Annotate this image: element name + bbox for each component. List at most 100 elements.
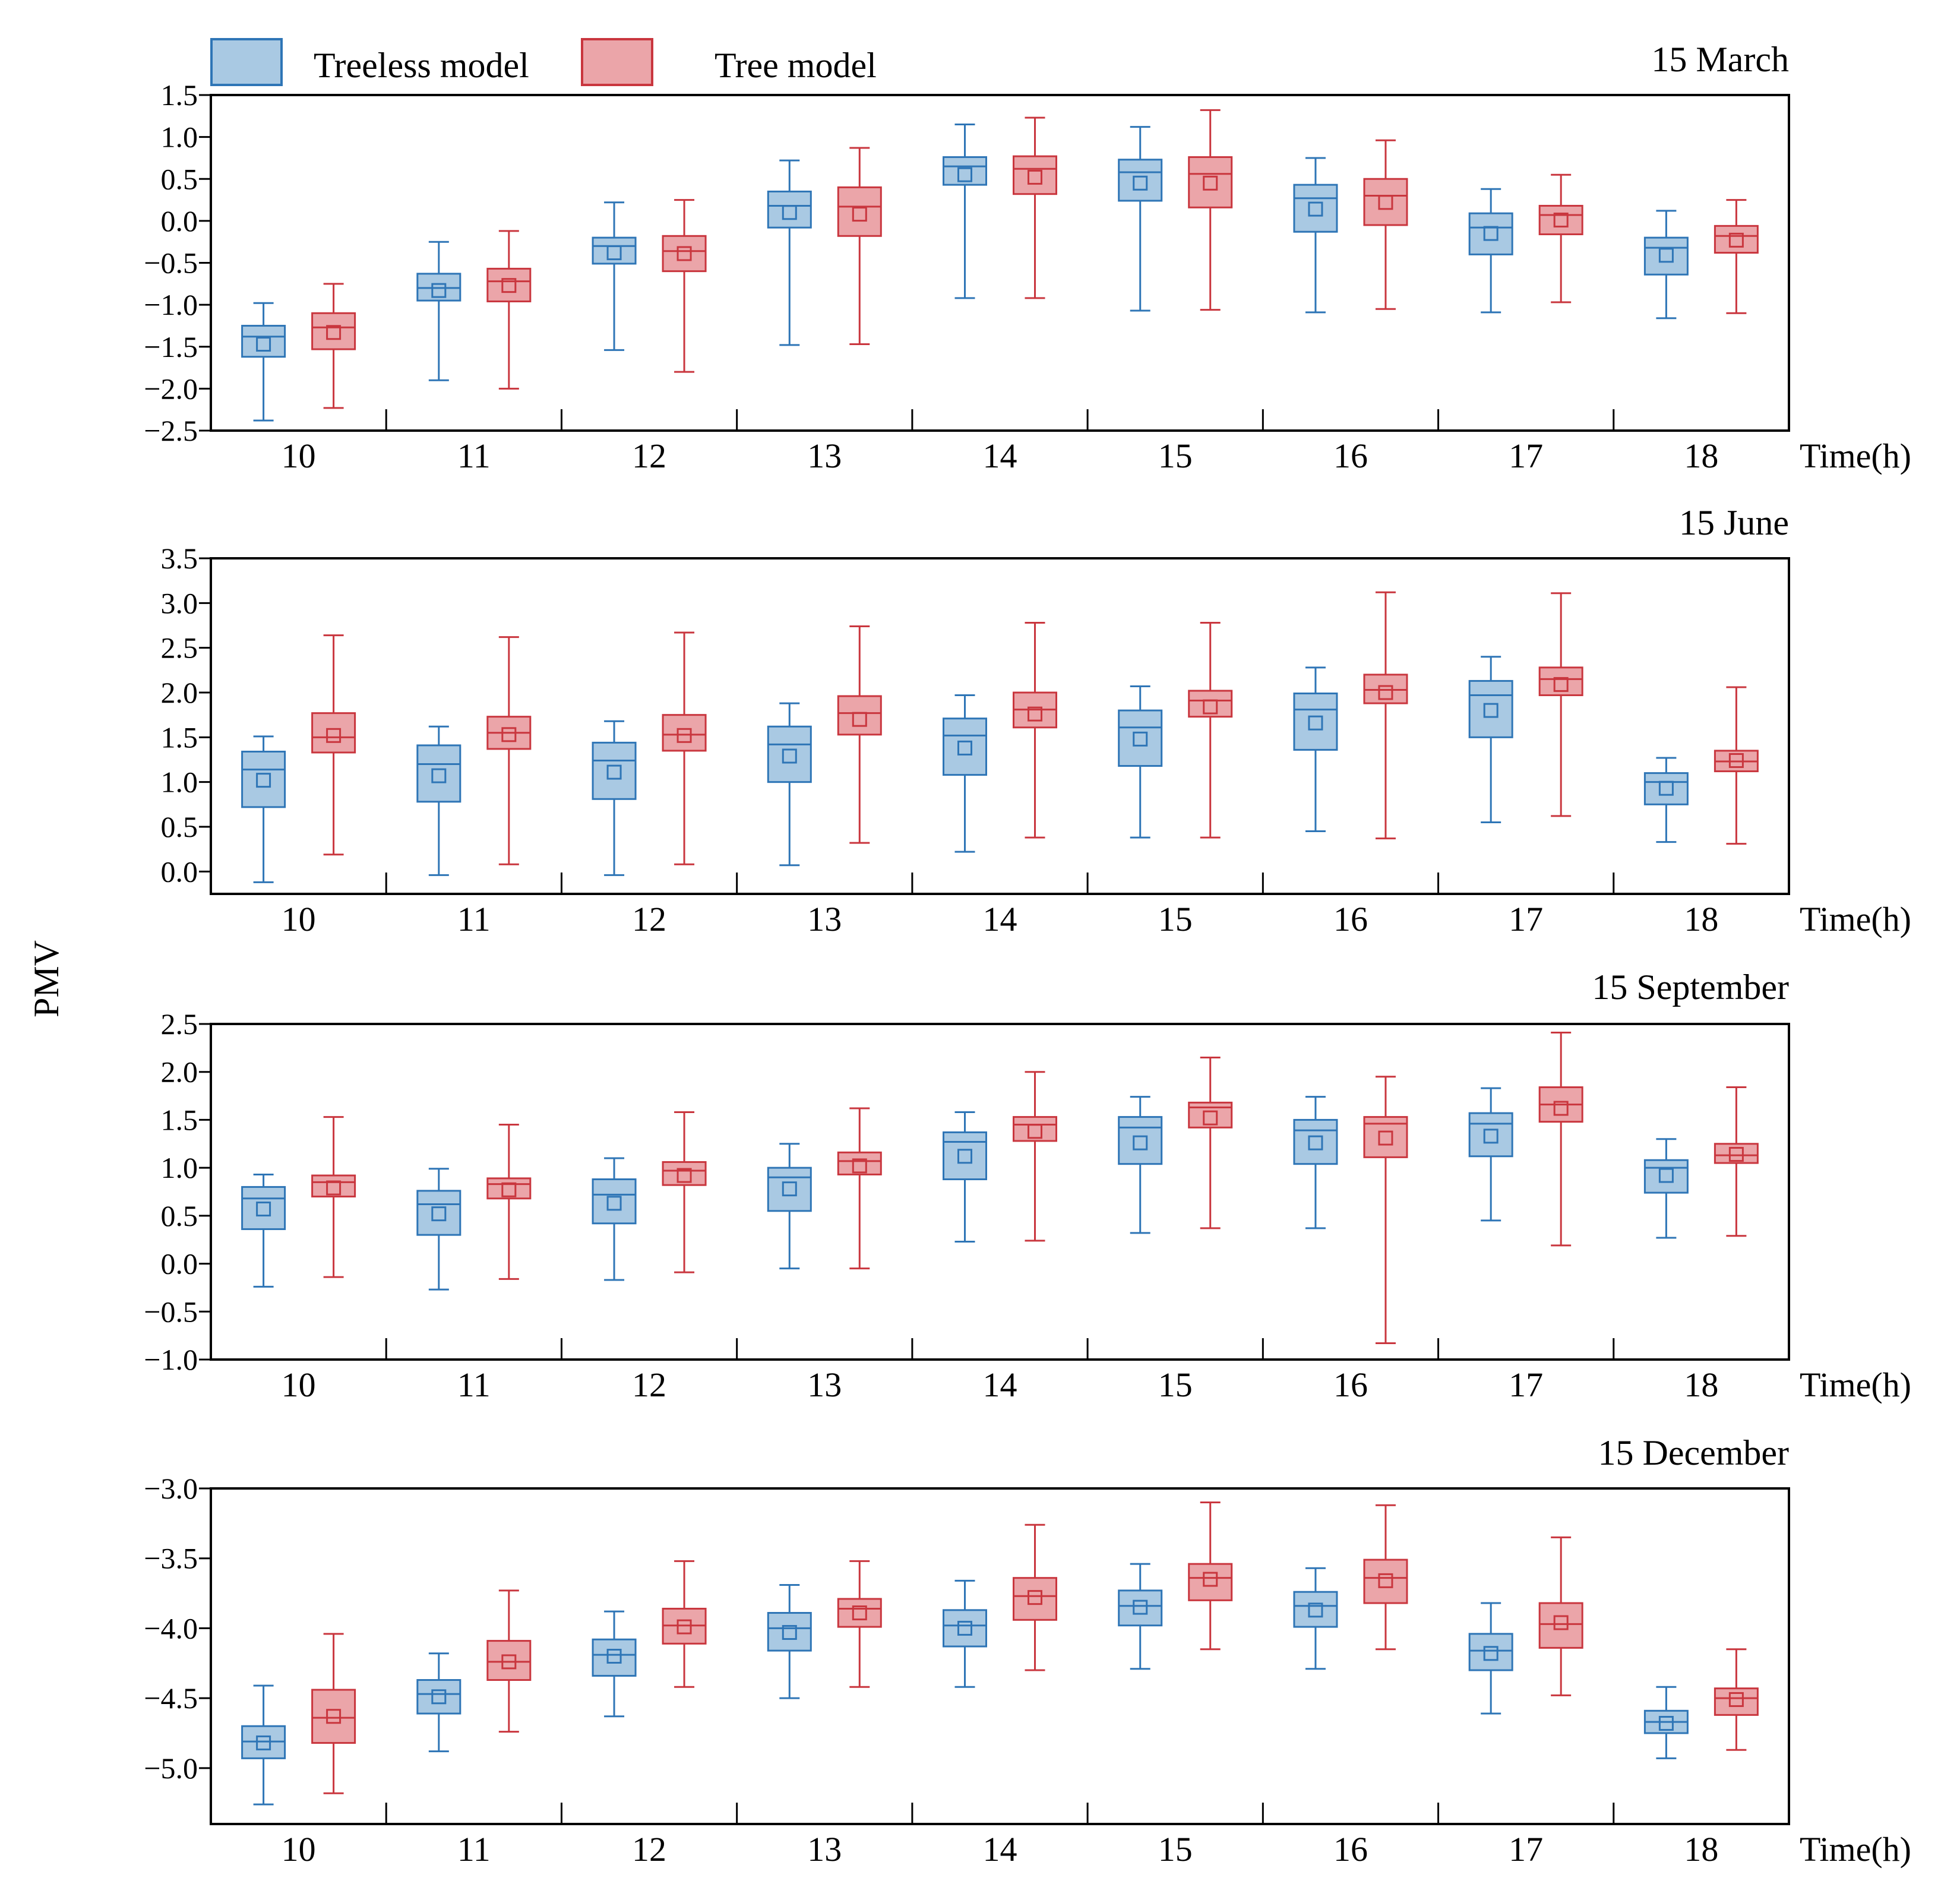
mean-marker <box>1378 1130 1393 1146</box>
mean-marker <box>1133 1135 1148 1150</box>
y-tick-label: 3.5 <box>161 542 198 575</box>
box-17 <box>1538 592 1583 817</box>
mean-marker <box>326 1709 342 1724</box>
box-18 <box>1714 1648 1759 1751</box>
x-tick-label: 10 <box>282 1365 316 1404</box>
mean-marker <box>957 1620 972 1636</box>
series-treeless <box>241 1087 1689 1291</box>
panel-2: 15 June 0.0 0.5 1.0 1.5 2.0 2.5 3.0 3.5 10 11 12 13 1… <box>161 503 1912 938</box>
x-tick-label: 13 <box>807 1830 842 1869</box>
mean-marker <box>852 1158 867 1174</box>
x-tick-label: 17 <box>1509 437 1543 475</box>
box-12 <box>592 201 637 351</box>
y-tick-label: 3.0 <box>161 586 198 619</box>
box-12 <box>662 631 707 865</box>
x-tick-label: 14 <box>983 1365 1017 1404</box>
legend-label-tree: Tree model <box>715 46 877 85</box>
mean-marker <box>256 1735 271 1750</box>
iqr-box <box>943 156 987 186</box>
iqr-box <box>943 717 987 776</box>
x-tick-label: 12 <box>632 900 666 938</box>
panel-title: 15 March <box>1651 40 1789 79</box>
mean-marker <box>1728 1692 1744 1707</box>
iqr-box <box>1188 1563 1233 1601</box>
mean-marker <box>256 1202 271 1217</box>
iqr-box <box>311 1174 356 1198</box>
iqr-box <box>1188 156 1233 208</box>
box-16 <box>1363 1076 1408 1345</box>
iqr-box <box>1468 212 1513 255</box>
mean-marker <box>957 1149 972 1164</box>
mean-marker <box>1483 226 1499 241</box>
mean-marker <box>676 1619 692 1635</box>
box-14 <box>943 1111 987 1243</box>
mean-marker <box>1378 195 1393 210</box>
mean-marker <box>501 1182 517 1197</box>
mean-marker <box>676 1168 692 1183</box>
mean-marker <box>326 728 342 743</box>
mean-marker <box>1728 232 1744 248</box>
box-13 <box>767 1583 812 1699</box>
box-14 <box>943 123 987 299</box>
y-tick-label: 2.0 <box>161 676 198 709</box>
mean-marker <box>782 1181 797 1197</box>
box-10 <box>311 283 356 409</box>
iqr-box <box>486 1640 532 1681</box>
mean-marker <box>1028 706 1042 722</box>
mean-marker <box>1658 248 1674 263</box>
y-tick-label: −4.0 <box>144 1611 198 1645</box>
y-tick-label: 2.0 <box>161 1055 198 1089</box>
x-tick-label: 14 <box>983 900 1017 938</box>
iqr-box <box>1363 1559 1408 1604</box>
y-tick-label: −0.5 <box>144 1295 198 1328</box>
mean-marker <box>1728 753 1744 769</box>
legend-swatch-tree <box>581 38 653 86</box>
y-tick-label: 0.0 <box>161 1247 198 1281</box>
box-15 <box>1188 1057 1233 1229</box>
box-13 <box>837 147 882 346</box>
x-tick-label: 13 <box>807 1365 842 1404</box>
x-tick-label: 18 <box>1684 437 1718 475</box>
iqr-box <box>1013 1116 1057 1142</box>
iqr-box <box>592 1178 637 1225</box>
iqr-box <box>837 1151 882 1175</box>
plot-frame <box>210 557 1790 895</box>
box-11 <box>486 1124 532 1280</box>
series-treeless <box>241 123 1689 422</box>
mean-marker <box>1308 1602 1323 1618</box>
x-axis-label: Time(h) <box>1800 1365 1911 1404</box>
box-10 <box>311 1116 356 1278</box>
x-tick-label: 16 <box>1333 1365 1368 1404</box>
iqr-box <box>241 750 286 808</box>
mean-marker <box>256 773 271 788</box>
box-17 <box>1538 173 1583 304</box>
series-tree <box>311 109 1759 409</box>
box-10 <box>311 1633 356 1794</box>
x-tick-label: 12 <box>632 1365 666 1404</box>
iqr-box <box>241 324 286 358</box>
box-13 <box>837 625 882 844</box>
box-18 <box>1643 1138 1689 1239</box>
mean-marker <box>1553 1615 1569 1630</box>
box-16 <box>1293 157 1338 314</box>
box-18 <box>1643 210 1689 320</box>
iqr-box <box>1293 184 1338 233</box>
series-treeless <box>241 1563 1689 1806</box>
y-tick-label: 0.0 <box>161 855 198 888</box>
box-16 <box>1363 139 1408 310</box>
mean-marker <box>1378 1573 1393 1588</box>
mean-marker <box>1483 703 1499 718</box>
mean-marker <box>1028 169 1042 185</box>
box-11 <box>486 1589 532 1733</box>
x-tick-label: 11 <box>457 900 491 938</box>
y-tick-label: 0.5 <box>161 162 198 195</box>
box-10 <box>241 302 286 422</box>
y-tick-label: 0.5 <box>161 1199 198 1232</box>
y-tick-label: 1.5 <box>161 1103 198 1136</box>
box-18 <box>1714 1086 1759 1237</box>
box-12 <box>592 720 637 876</box>
box-15 <box>1188 1501 1233 1651</box>
x-tick-label: 14 <box>983 1830 1017 1869</box>
iqr-box <box>1643 236 1689 276</box>
iqr-box <box>767 190 812 229</box>
